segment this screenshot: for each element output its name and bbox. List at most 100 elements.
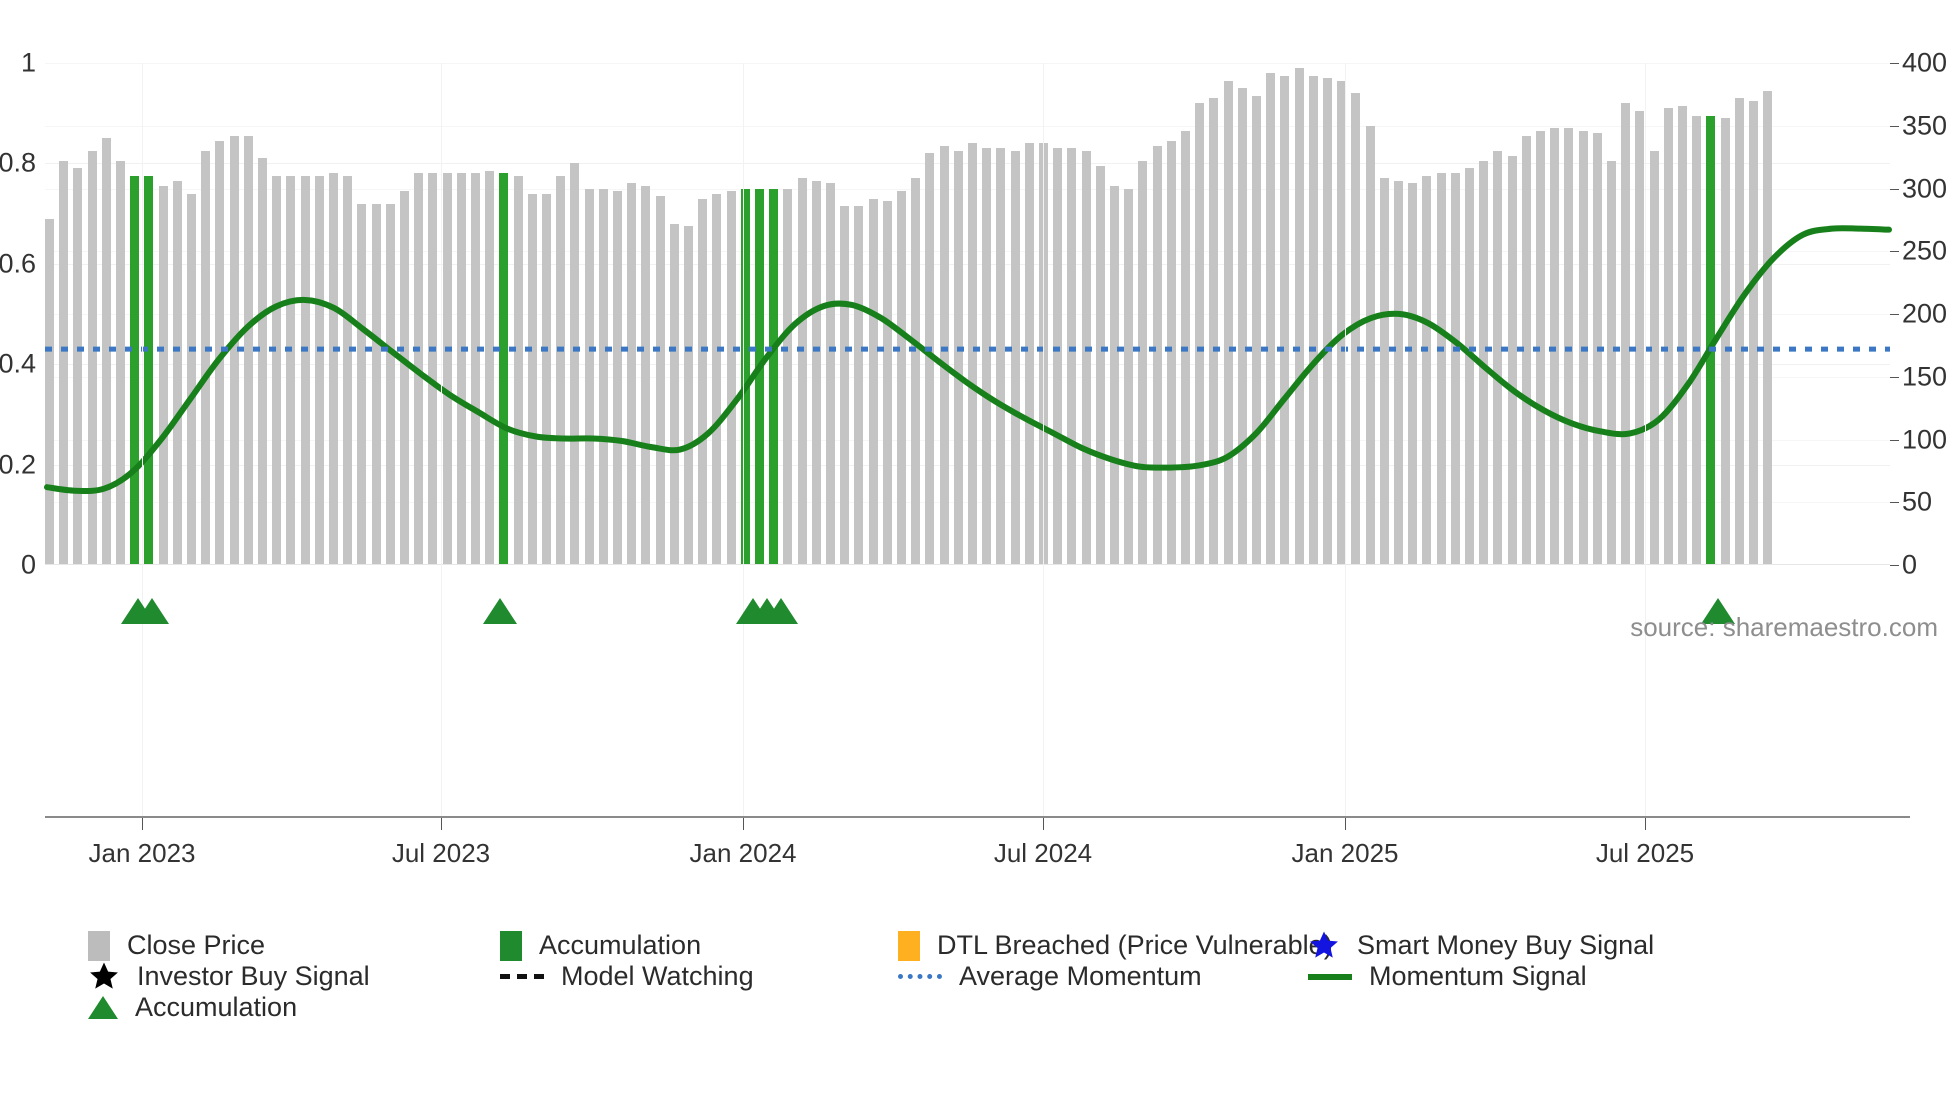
close-price-bar xyxy=(1763,90,1773,565)
legend-item[interactable]: Accumulation xyxy=(500,930,701,961)
close-price-bar xyxy=(1564,128,1574,565)
close-price-bar xyxy=(897,191,906,565)
close-price-bar xyxy=(1067,148,1077,565)
accumulation-triangle-marker xyxy=(1700,598,1735,624)
close-price-bar xyxy=(1323,78,1332,565)
close-price-bar xyxy=(1138,160,1148,565)
gridline xyxy=(45,251,1890,253)
legend-triangle-icon xyxy=(88,996,118,1019)
gridline xyxy=(45,188,1890,190)
close-price-bar xyxy=(982,148,992,565)
close-price-bar xyxy=(243,135,253,565)
x-axis-tick xyxy=(1043,818,1044,830)
close-price-bar xyxy=(1337,80,1347,565)
x-axis-tick xyxy=(142,818,143,830)
close-price-bar xyxy=(570,163,580,565)
close-price-bar xyxy=(1166,140,1176,565)
legend-item-label: DTL Breached (Price Vulnerable) xyxy=(937,930,1333,960)
legend-item[interactable]: Smart Money Buy Signal xyxy=(1308,930,1654,961)
close-price-bar xyxy=(87,150,97,565)
close-price-bar xyxy=(1663,108,1673,565)
close-price-bar xyxy=(1308,75,1318,565)
close-price-bar xyxy=(556,175,566,565)
close-price-bar xyxy=(854,206,864,565)
close-price-bar xyxy=(1266,73,1276,565)
momentum-signal-line xyxy=(44,225,1892,494)
close-price-bar xyxy=(868,198,878,565)
close-price-bar xyxy=(229,135,239,565)
plot-area xyxy=(44,63,1892,565)
gridline xyxy=(45,314,1890,315)
x-gridline xyxy=(743,63,744,816)
close-price-bar xyxy=(1450,173,1460,565)
close-price-bar xyxy=(840,206,850,565)
legend-item[interactable]: Investor Buy Signal xyxy=(88,961,370,992)
close-price-bar xyxy=(882,201,892,565)
legend-item[interactable]: Momentum Signal xyxy=(1308,961,1587,992)
close-price-bar xyxy=(1408,183,1418,565)
accumulation-bar xyxy=(740,188,750,565)
close-price-bar xyxy=(314,175,324,565)
legend-star-icon xyxy=(1310,931,1338,958)
right-axis-tick-label: 0 xyxy=(1902,549,1918,580)
close-price-bar xyxy=(613,191,622,565)
close-price-bar xyxy=(45,218,54,565)
close-price-bar xyxy=(513,175,523,565)
left-axis-tick-label: 0.4 xyxy=(0,348,36,379)
right-axis-tick xyxy=(1890,251,1899,253)
x-axis-tick xyxy=(1345,818,1346,830)
close-price-bar xyxy=(684,226,693,565)
right-axis-tick xyxy=(1890,188,1899,190)
accumulation-bar xyxy=(769,188,779,565)
x-gridline xyxy=(1345,63,1346,816)
accumulation-triangle-marker xyxy=(134,598,169,624)
gridline xyxy=(45,163,1890,165)
close-price-bar xyxy=(343,175,353,565)
x-gridline xyxy=(142,63,143,816)
right-axis-tick-label: 350 xyxy=(1902,110,1948,141)
close-price-bar xyxy=(1209,98,1219,565)
close-price-bar xyxy=(1465,168,1474,565)
accumulation-bar xyxy=(1706,115,1716,565)
close-price-bar xyxy=(1635,110,1645,565)
right-axis-tick-label: 200 xyxy=(1902,298,1948,329)
close-price-bar xyxy=(357,203,367,565)
close-price-bar xyxy=(1294,68,1304,565)
close-price-bar xyxy=(385,203,395,565)
close-price-bar xyxy=(996,148,1006,565)
x-gridline xyxy=(1645,63,1646,816)
legend-item[interactable]: DTL Breached (Price Vulnerable) xyxy=(898,930,1333,961)
x-axis-tick-label: Jan 2023 xyxy=(88,838,196,868)
legend-item[interactable]: Average Momentum xyxy=(898,961,1202,992)
left-axis-tick-label: 0 xyxy=(20,549,36,580)
legend-row-2: Investor Buy Signal Model Watching Average… xyxy=(88,961,1928,992)
close-price-bar xyxy=(1237,88,1247,565)
legend-item[interactable]: Accumulation xyxy=(88,992,297,1023)
close-price-bar xyxy=(428,173,438,565)
legend-square-icon xyxy=(500,930,522,961)
close-price-bar xyxy=(286,175,296,565)
right-axis-tick xyxy=(1890,439,1899,441)
legend-item-label: Accumulation xyxy=(539,930,702,960)
legend-item[interactable]: Close Price xyxy=(88,930,265,961)
left-axis-tick-label: 0.2 xyxy=(0,449,36,480)
gridline xyxy=(45,125,1890,127)
right-axis-tick xyxy=(1890,63,1899,64)
x-gridline xyxy=(1043,63,1044,816)
legend-dashed-line-icon xyxy=(500,974,544,979)
close-price-bar xyxy=(1422,175,1432,565)
close-price-bar xyxy=(73,168,83,565)
legend-row-1: Close Price Accumulation DTL Breached (Pri… xyxy=(88,930,1928,961)
legend-item-label: Momentum Signal xyxy=(1369,961,1587,991)
legend-dotted-line-icon xyxy=(898,974,942,979)
close-price-bar xyxy=(1678,105,1687,565)
x-axis-tick xyxy=(743,818,744,830)
close-price-bar xyxy=(1749,100,1758,565)
gridline xyxy=(45,502,1890,504)
close-price-bar xyxy=(215,140,225,565)
legend-square-icon xyxy=(898,930,920,961)
close-price-bar xyxy=(1351,93,1361,565)
legend-item[interactable]: Model Watching xyxy=(500,961,754,992)
gridline xyxy=(45,464,1890,466)
legend-item-label: Close Price xyxy=(127,930,266,960)
